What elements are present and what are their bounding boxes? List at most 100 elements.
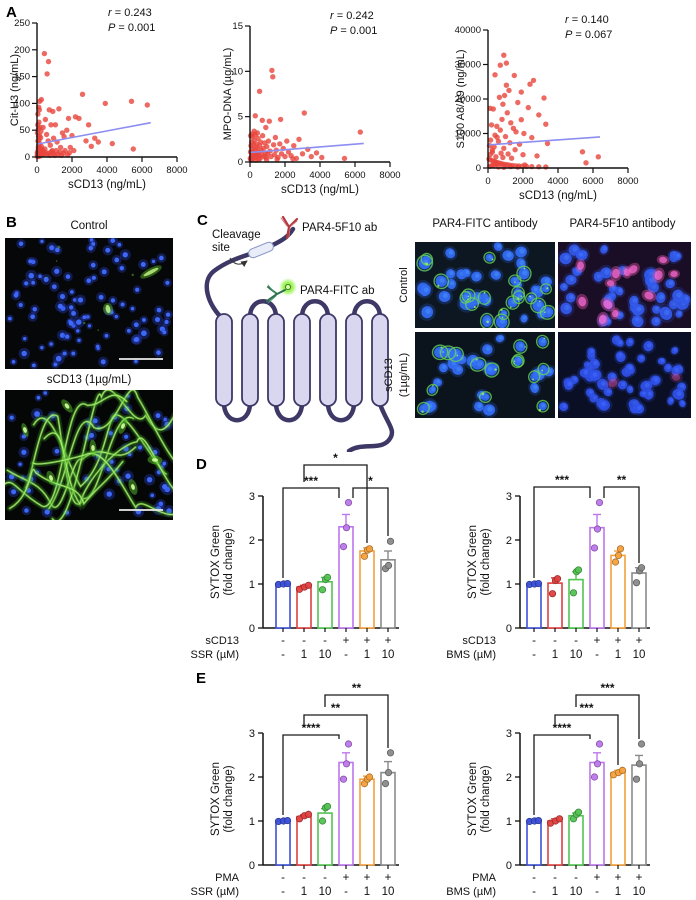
- scatter-plot-mpo-dna: 0 5 10 15 0 2000 4000 6000 8000 sCD13 (ng/mL) MPO-…: [212, 0, 430, 205]
- svg-text:P = 0.001: P = 0.001: [330, 25, 377, 37]
- svg-text:SYTOX Green(fold change): SYTOX Green(fold change): [467, 525, 492, 599]
- svg-text:10: 10: [570, 886, 583, 898]
- svg-text:+: +: [364, 872, 371, 884]
- svg-text:150: 150: [14, 72, 30, 83]
- svg-text:5: 5: [238, 112, 243, 123]
- svg-text:***: ***: [555, 473, 569, 487]
- svg-text:**: **: [617, 473, 627, 487]
- svg-text:1: 1: [364, 649, 370, 661]
- grid-col-title-5f10: PAR4-5F10 antibody: [569, 218, 676, 230]
- svg-text:-: -: [281, 649, 285, 661]
- svg-text:100: 100: [14, 98, 30, 109]
- svg-text:+: +: [343, 635, 350, 647]
- svg-text:1: 1: [364, 886, 370, 898]
- svg-text:2: 2: [249, 535, 255, 547]
- micrograph-5f10-scd13: [557, 332, 691, 418]
- svg-text:-: -: [532, 649, 536, 661]
- svg-text:-: -: [302, 872, 306, 884]
- svg-text:+: +: [594, 872, 601, 884]
- svg-text:0: 0: [249, 860, 255, 872]
- micrograph-scd13: [1, 386, 197, 525]
- svg-text:-: -: [553, 872, 557, 884]
- bar-chart-pma-ssr: 0 1 2 3 PMA - - - + + + SSR (µM) -1 10-1 10 SYTOX Green…: [185, 665, 445, 900]
- svg-text:-: -: [281, 872, 285, 884]
- svg-text:***: ***: [579, 701, 593, 715]
- svg-text:10: 10: [382, 649, 395, 661]
- grid-row-label-scd13: sCD13: [383, 358, 395, 392]
- svg-text:20000: 20000: [455, 94, 481, 105]
- svg-text:r = 0.243: r = 0.243: [108, 7, 152, 19]
- svg-text:4000: 4000: [96, 165, 117, 176]
- bar-chart-scd13-bms: 0 1 2 3 sCD13- - - + + + BMS (µM) -1 10-1 10 SYTOX Gre…: [445, 448, 696, 664]
- panel-label-c: C: [197, 212, 208, 229]
- svg-text:3: 3: [506, 728, 512, 740]
- svg-text:-: -: [302, 635, 306, 647]
- micrograph-5f10-control: [556, 241, 693, 330]
- svg-text:0: 0: [238, 157, 243, 168]
- svg-text:1: 1: [249, 579, 255, 591]
- micrograph-svg: [557, 332, 691, 418]
- svg-text:**: **: [352, 681, 362, 695]
- svg-text:10000: 10000: [455, 129, 481, 140]
- svg-text:P = 0.067: P = 0.067: [565, 29, 612, 41]
- scatter-svg: 0 50 100 150 200 250 0 2000 4000 6000 8000 sCD13 (n…: [9, 7, 188, 191]
- svg-text:0: 0: [247, 170, 252, 181]
- micrograph-fitc-control: [414, 240, 556, 331]
- svg-text:0: 0: [34, 165, 39, 176]
- svg-text:-: -: [532, 635, 536, 647]
- svg-text:40000: 40000: [455, 25, 481, 36]
- panel-label-d: D: [196, 456, 207, 473]
- svg-text:1: 1: [301, 886, 307, 898]
- cleavage-label-line1: Cleavage: [212, 229, 261, 241]
- micrograph-control: [5, 235, 173, 370]
- svg-text:1: 1: [552, 886, 558, 898]
- svg-text:-: -: [595, 886, 599, 898]
- svg-text:10: 10: [319, 886, 332, 898]
- micrograph-title-scd13: sCD13 (1µg/mL): [46, 374, 132, 386]
- svg-text:-: -: [323, 872, 327, 884]
- svg-text:0: 0: [506, 623, 512, 635]
- svg-text:MPO-DNA (µg/mL): MPO-DNA (µg/mL): [222, 48, 234, 141]
- svg-text:8000: 8000: [379, 170, 400, 181]
- svg-text:PMA: PMA: [472, 872, 497, 884]
- cleavage-label-line2: site: [212, 242, 230, 254]
- svg-text:+: +: [364, 635, 371, 647]
- svg-text:3: 3: [249, 491, 255, 503]
- svg-text:6000: 6000: [131, 165, 152, 176]
- svg-text:1: 1: [552, 649, 558, 661]
- panel-label-b: B: [6, 214, 17, 231]
- svg-text:sCD13: sCD13: [205, 635, 239, 647]
- svg-text:***: ***: [600, 681, 614, 695]
- svg-text:1: 1: [615, 886, 621, 898]
- svg-text:P = 0.001: P = 0.001: [108, 22, 155, 34]
- svg-text:0: 0: [485, 176, 490, 187]
- bar-chart-pma-bms: 0 1 2 3 PMA - - - + + + BMS (µM) -1 10-1 10 SYTOX Green…: [445, 665, 696, 900]
- svg-text:***: ***: [304, 474, 318, 488]
- scatter-svg: 0 10000 20000 30000 40000 0 2000 4000 6000 8000 sC…: [455, 14, 639, 202]
- svg-text:-: -: [281, 886, 285, 898]
- svg-text:-: -: [532, 886, 536, 898]
- c-terminus: [346, 401, 395, 454]
- svg-text:-: -: [281, 635, 285, 647]
- svg-text:1: 1: [506, 816, 512, 828]
- par4-fitc-label: PAR4-FITC ab: [300, 285, 375, 297]
- scatter-plot-s100: 0 10000 20000 30000 40000 0 2000 4000 6000 8000 sC…: [448, 0, 696, 207]
- svg-text:+: +: [594, 635, 601, 647]
- micrograph-title-control: Control: [70, 220, 108, 232]
- svg-text:-: -: [553, 635, 557, 647]
- svg-text:+: +: [615, 635, 622, 647]
- svg-text:2: 2: [506, 772, 512, 784]
- svg-text:0: 0: [249, 623, 255, 635]
- svg-text:BMS (µM): BMS (µM): [446, 649, 496, 661]
- svg-text:-: -: [532, 872, 536, 884]
- svg-text:r = 0.140: r = 0.140: [565, 14, 609, 26]
- svg-text:2000: 2000: [61, 165, 82, 176]
- svg-text:200: 200: [14, 45, 30, 56]
- svg-text:0: 0: [25, 152, 30, 163]
- svg-text:8000: 8000: [166, 165, 187, 176]
- svg-text:SSR (µM): SSR (µM): [190, 886, 239, 898]
- bar-chart-scd13-ssr: 0 1 2 3 sCD13- - - + + + SSR (µM) -1 10-1 10 SYTOX Gre…: [185, 448, 445, 664]
